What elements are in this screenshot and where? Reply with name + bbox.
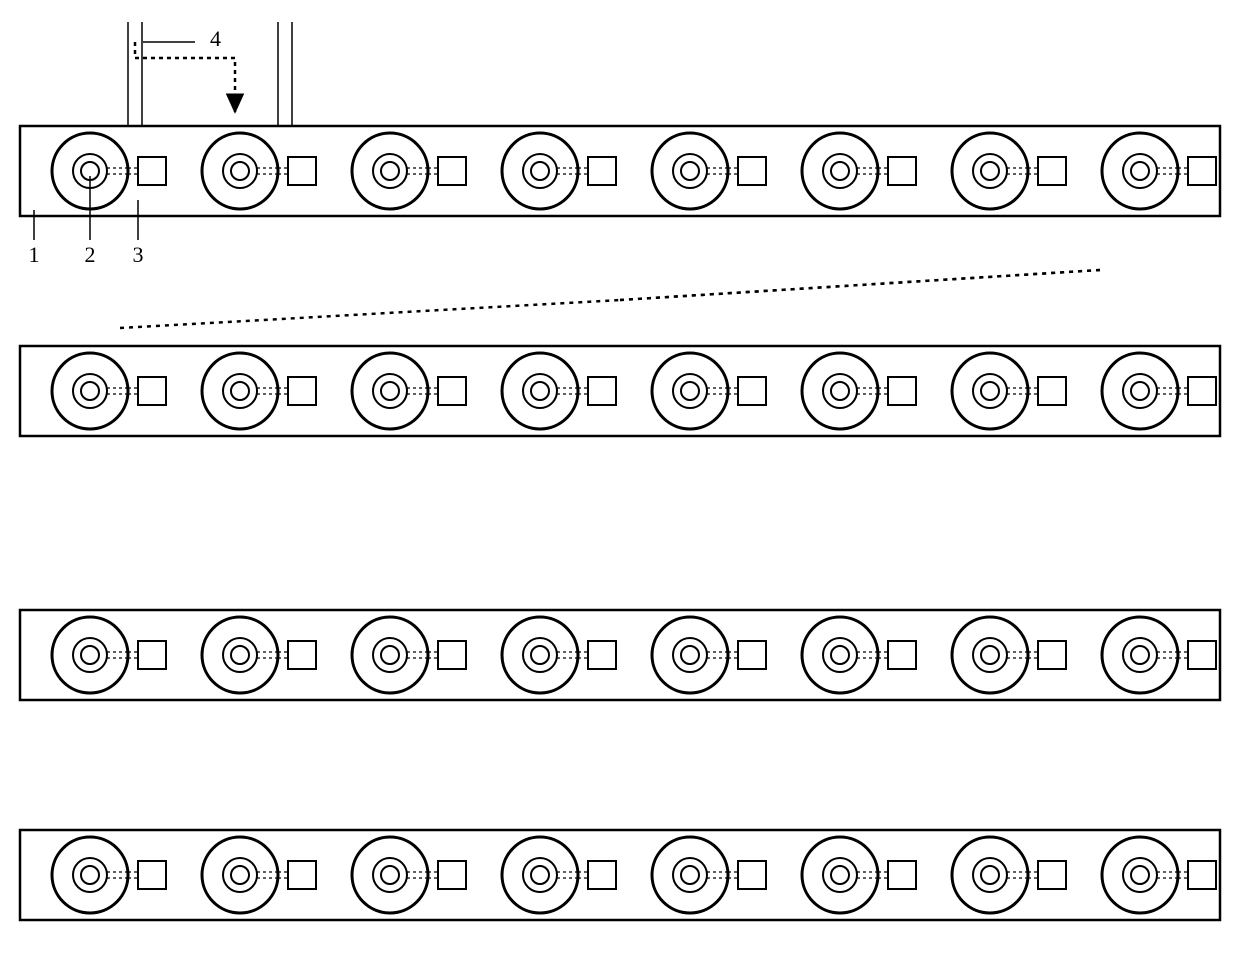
callout-label: 3: [133, 242, 144, 267]
callout-label: 4: [210, 26, 221, 51]
scan-path: [620, 270, 1100, 300]
strip-row: [20, 126, 1220, 216]
strip-row: [20, 346, 1220, 436]
diagram-canvas: 1 2 3 4: [0, 0, 1240, 970]
callout-label: 1: [29, 242, 40, 267]
strip-outline: [20, 610, 1220, 700]
strip-outline: [20, 830, 1220, 920]
probe-step-path: [135, 42, 235, 112]
strip-outline: [20, 126, 1220, 216]
callout-label: 2: [85, 242, 96, 267]
scan-path: [120, 300, 620, 328]
strip-row: [20, 830, 1220, 920]
strip-outline: [20, 346, 1220, 436]
strip-row: [20, 610, 1220, 700]
